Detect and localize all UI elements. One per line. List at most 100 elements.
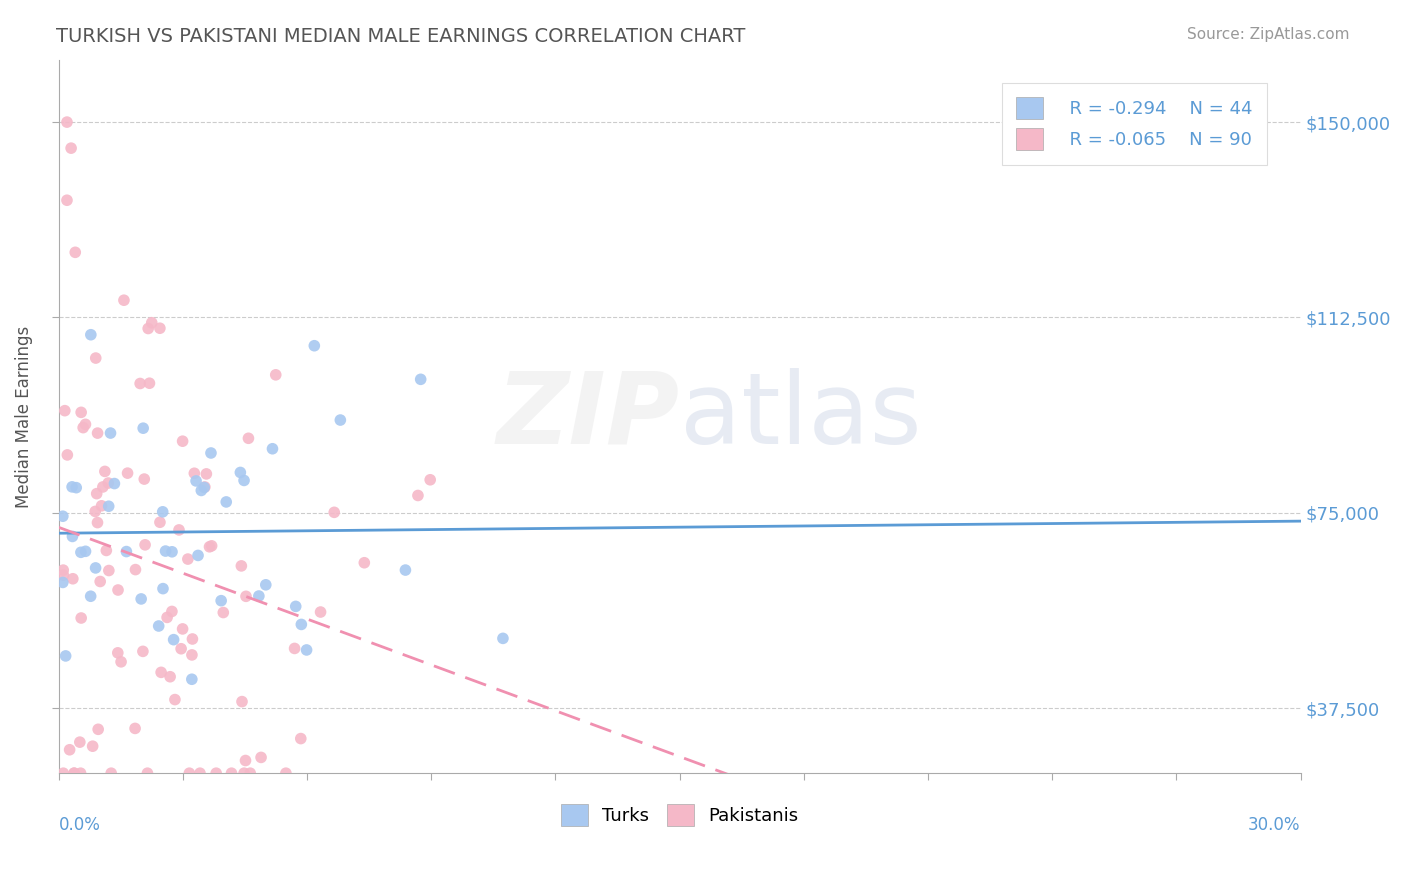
- Point: [250, 750, 273, 764]
- Point: [152, 505, 174, 519]
- Point: [394, 563, 416, 577]
- Point: [89, 574, 111, 589]
- Point: [115, 544, 138, 558]
- Point: [181, 648, 204, 662]
- Point: [198, 540, 221, 554]
- Point: [290, 617, 312, 632]
- Point: [155, 544, 177, 558]
- Point: [138, 376, 160, 391]
- Point: [94, 464, 117, 478]
- Point: [134, 538, 156, 552]
- Point: [52, 575, 75, 590]
- Point: [52, 563, 75, 577]
- Point: [129, 376, 152, 391]
- Point: [238, 431, 260, 445]
- Point: [87, 723, 110, 737]
- Point: [179, 766, 201, 780]
- Point: [70, 405, 93, 419]
- Point: [187, 549, 209, 563]
- Point: [136, 321, 159, 335]
- Point: [172, 434, 194, 449]
- Point: [52, 766, 75, 780]
- Point: [84, 561, 107, 575]
- Point: [274, 766, 297, 780]
- Point: [172, 622, 194, 636]
- Point: [110, 655, 132, 669]
- Point: [124, 563, 146, 577]
- Point: [194, 480, 217, 494]
- Point: [231, 558, 253, 573]
- Legend:   R = -0.294    N = 44,   R = -0.065    N = 90: R = -0.294 N = 44, R = -0.065 N = 90: [1002, 83, 1267, 165]
- Text: TURKISH VS PAKISTANI MEDIAN MALE EARNINGS CORRELATION CHART: TURKISH VS PAKISTANI MEDIAN MALE EARNING…: [56, 27, 745, 45]
- Point: [195, 467, 218, 481]
- Point: [264, 368, 287, 382]
- Point: [235, 590, 257, 604]
- Point: [59, 743, 82, 757]
- Point: [96, 543, 118, 558]
- Point: [70, 611, 93, 625]
- Point: [62, 572, 84, 586]
- Point: [233, 474, 256, 488]
- Point: [65, 481, 87, 495]
- Point: [162, 632, 184, 647]
- Point: [152, 582, 174, 596]
- Point: [262, 442, 284, 456]
- Point: [149, 515, 172, 529]
- Point: [100, 766, 122, 780]
- Point: [193, 480, 215, 494]
- Point: [69, 766, 91, 780]
- Point: [52, 509, 75, 524]
- Point: [53, 403, 76, 417]
- Point: [65, 245, 87, 260]
- Point: [107, 646, 129, 660]
- Point: [91, 480, 114, 494]
- Point: [84, 351, 107, 365]
- Point: [247, 589, 270, 603]
- Point: [97, 500, 120, 514]
- Text: 0.0%: 0.0%: [59, 816, 101, 834]
- Point: [254, 578, 277, 592]
- Point: [160, 604, 183, 618]
- Point: [56, 193, 79, 207]
- Point: [184, 474, 207, 488]
- Text: atlas: atlas: [679, 368, 921, 465]
- Point: [82, 739, 104, 754]
- Point: [56, 115, 79, 129]
- Point: [353, 556, 375, 570]
- Point: [86, 486, 108, 500]
- Point: [107, 582, 129, 597]
- Point: [75, 417, 97, 432]
- Point: [205, 766, 228, 780]
- Point: [212, 606, 235, 620]
- Point: [209, 593, 232, 607]
- Point: [63, 766, 86, 780]
- Point: [181, 632, 204, 646]
- Point: [183, 467, 205, 481]
- Point: [160, 545, 183, 559]
- Point: [170, 641, 193, 656]
- Point: [60, 141, 83, 155]
- Point: [290, 731, 312, 746]
- Point: [188, 766, 211, 780]
- Point: [323, 505, 346, 519]
- Point: [134, 472, 156, 486]
- Point: [97, 476, 120, 491]
- Text: ZIP: ZIP: [496, 368, 679, 465]
- Point: [149, 321, 172, 335]
- Text: Source: ZipAtlas.com: Source: ZipAtlas.com: [1187, 27, 1350, 42]
- Point: [295, 643, 318, 657]
- Point: [112, 293, 135, 308]
- Point: [406, 488, 429, 502]
- Point: [235, 754, 257, 768]
- Point: [103, 476, 125, 491]
- Point: [124, 722, 146, 736]
- Point: [97, 564, 120, 578]
- Point: [62, 529, 84, 543]
- Point: [84, 504, 107, 518]
- Point: [75, 544, 97, 558]
- Point: [156, 610, 179, 624]
- Point: [221, 766, 243, 780]
- Point: [80, 327, 103, 342]
- Point: [86, 426, 108, 441]
- Point: [55, 648, 77, 663]
